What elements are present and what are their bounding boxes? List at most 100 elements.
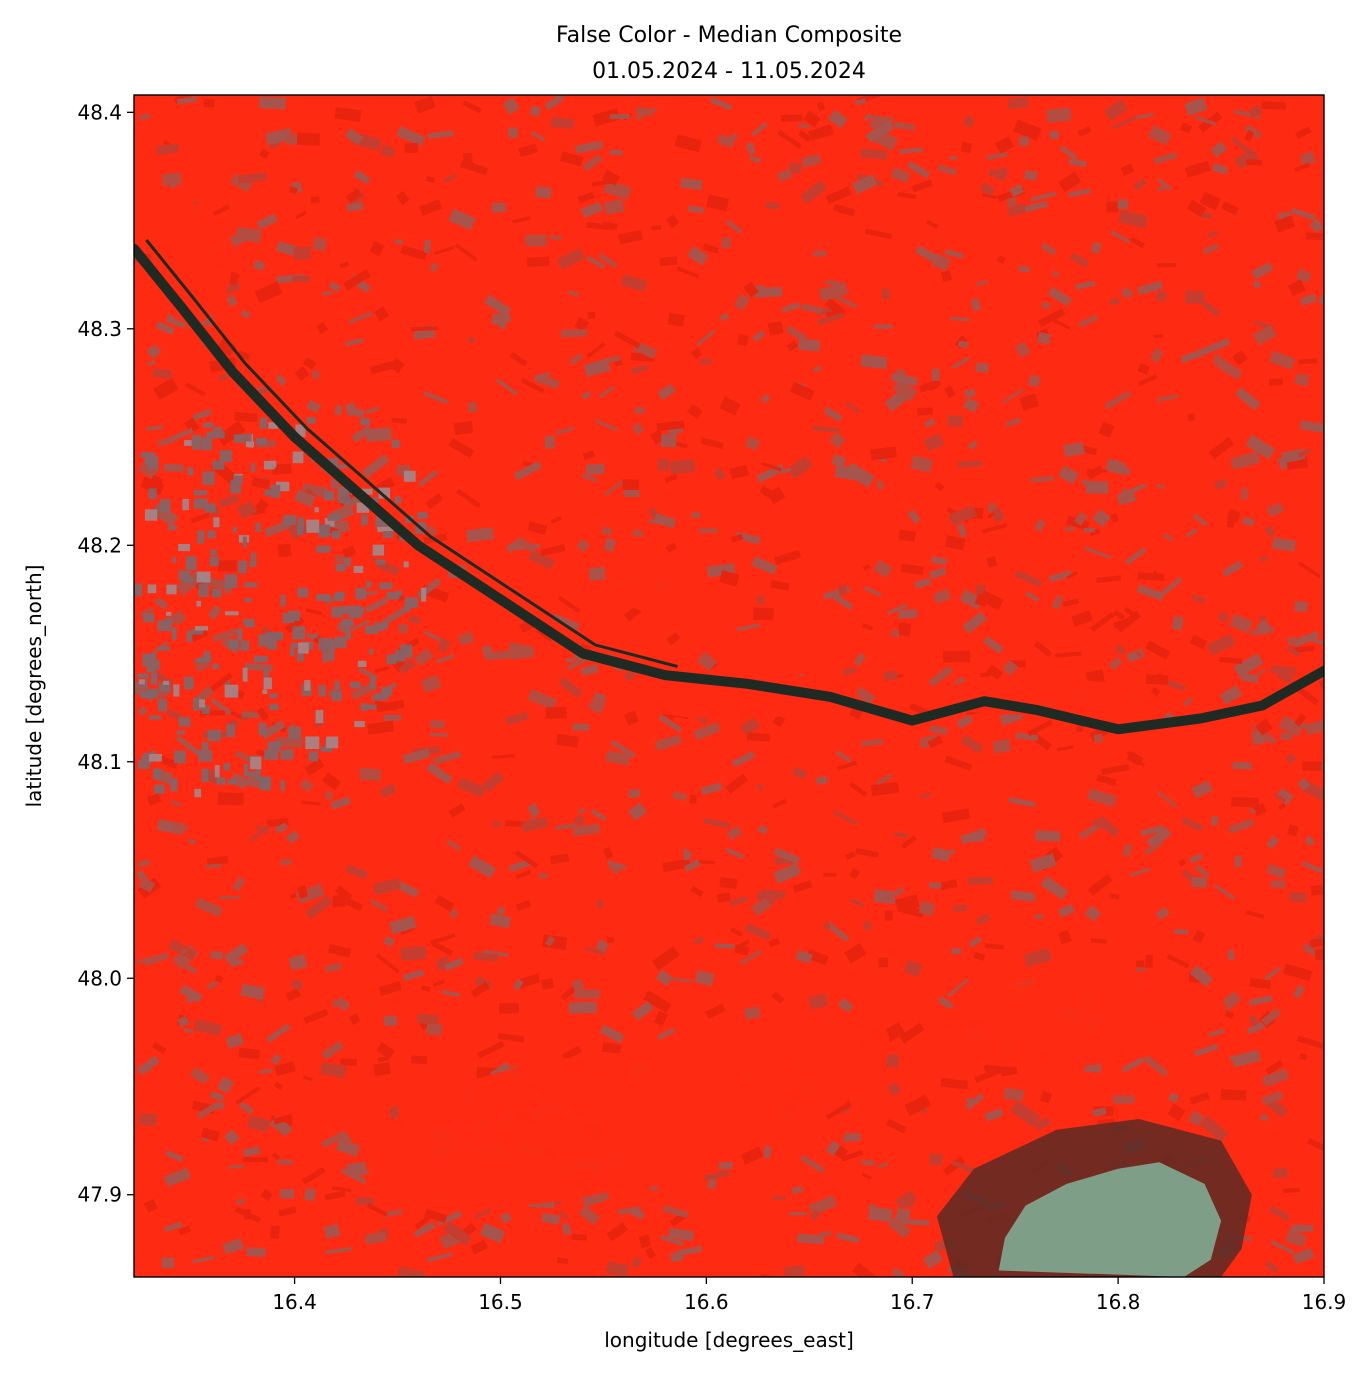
field-parcel <box>852 174 878 195</box>
field-parcel <box>226 294 238 307</box>
field-parcel <box>687 205 704 214</box>
field-parcel <box>1084 905 1102 922</box>
field-parcel <box>751 122 768 137</box>
field-parcel <box>179 948 187 955</box>
field-parcel <box>210 697 232 716</box>
field-parcel <box>1294 162 1311 173</box>
field-parcel <box>992 738 1012 754</box>
field-parcel <box>140 476 165 496</box>
field-parcel <box>1092 509 1111 528</box>
field-parcel <box>599 1024 625 1044</box>
field-parcel <box>981 523 1008 534</box>
urban-block <box>282 613 295 623</box>
river-side-channel <box>145 239 678 668</box>
field-parcel <box>561 1222 572 1235</box>
field-parcel <box>240 309 251 319</box>
field-parcel <box>446 839 461 852</box>
field-parcel <box>168 427 194 443</box>
urban-block <box>144 455 158 464</box>
field-parcel <box>210 672 233 692</box>
field-parcel <box>805 949 829 966</box>
field-parcel <box>1269 350 1296 370</box>
field-parcel <box>531 131 546 142</box>
urban-block <box>154 784 165 794</box>
field-parcel <box>749 155 762 163</box>
field-parcel <box>1274 215 1296 233</box>
field-parcel <box>334 885 353 902</box>
field-parcel <box>1030 475 1054 483</box>
field-parcel <box>1256 619 1273 636</box>
field-parcel <box>785 325 808 342</box>
urban-block <box>196 571 211 583</box>
field-parcel <box>260 720 286 740</box>
field-parcel <box>990 506 1006 524</box>
field-parcel <box>434 894 455 912</box>
field-parcel <box>183 1028 194 1034</box>
y-tick-label: 47.9 <box>77 1183 122 1207</box>
field-parcel <box>161 1257 175 1269</box>
urban-block <box>263 670 269 685</box>
field-parcel <box>335 1138 360 1157</box>
urban-block <box>292 451 304 464</box>
field-parcel <box>138 459 160 480</box>
field-parcel <box>312 370 320 379</box>
field-parcel <box>207 604 222 620</box>
field-parcel <box>837 1107 851 1115</box>
urban-block <box>193 697 202 711</box>
field-parcel <box>751 897 772 916</box>
field-parcel <box>1216 358 1243 380</box>
field-parcel <box>1299 293 1317 306</box>
field-parcel <box>365 406 380 415</box>
field-parcel <box>1184 290 1205 305</box>
field-parcel <box>430 933 456 945</box>
field-parcel <box>614 330 641 349</box>
urban-block <box>422 522 427 530</box>
field-parcel <box>143 1198 158 1213</box>
field-parcel <box>214 1102 224 1110</box>
field-parcel <box>138 876 156 893</box>
vegetation-patch <box>151 203 232 324</box>
field-parcel <box>895 1208 911 1222</box>
field-parcel <box>850 898 865 908</box>
field-parcel <box>1129 867 1151 877</box>
field-parcel <box>522 461 532 467</box>
field-parcel <box>689 794 697 804</box>
urban-block <box>219 450 232 462</box>
field-parcel <box>588 566 606 581</box>
field-parcel <box>1152 570 1162 579</box>
urban-block <box>298 642 309 654</box>
field-parcel <box>1309 218 1324 233</box>
field-parcel <box>223 1129 240 1146</box>
field-parcel <box>1229 613 1253 634</box>
field-parcel <box>568 1001 597 1014</box>
field-parcel <box>751 556 778 575</box>
urban-block <box>313 633 318 638</box>
field-parcel <box>1156 790 1178 808</box>
field-parcel <box>1041 302 1051 310</box>
field-parcel <box>662 1205 689 1219</box>
field-parcel <box>325 1246 353 1255</box>
field-parcel <box>631 422 645 436</box>
field-parcel <box>1034 914 1044 920</box>
field-parcel <box>947 978 969 998</box>
field-parcel <box>1080 478 1095 491</box>
field-parcel <box>1305 232 1324 241</box>
field-parcel <box>1184 160 1211 178</box>
field-parcel <box>940 1077 969 1090</box>
field-parcel <box>659 256 678 266</box>
field-parcel <box>1120 163 1135 177</box>
field-parcel <box>907 160 930 179</box>
field-parcel <box>190 512 211 524</box>
field-parcel <box>143 952 170 966</box>
urban-block <box>224 574 238 588</box>
urban-block <box>209 556 219 566</box>
urban-block <box>153 768 161 779</box>
urban-block <box>368 648 373 655</box>
field-parcel <box>411 1055 428 1065</box>
urban-block <box>395 649 406 662</box>
vegetation-patch <box>927 974 1227 1069</box>
field-parcel <box>470 1239 489 1255</box>
field-parcel <box>960 734 984 754</box>
field-parcel <box>1199 1115 1229 1143</box>
urban-block <box>157 620 172 632</box>
